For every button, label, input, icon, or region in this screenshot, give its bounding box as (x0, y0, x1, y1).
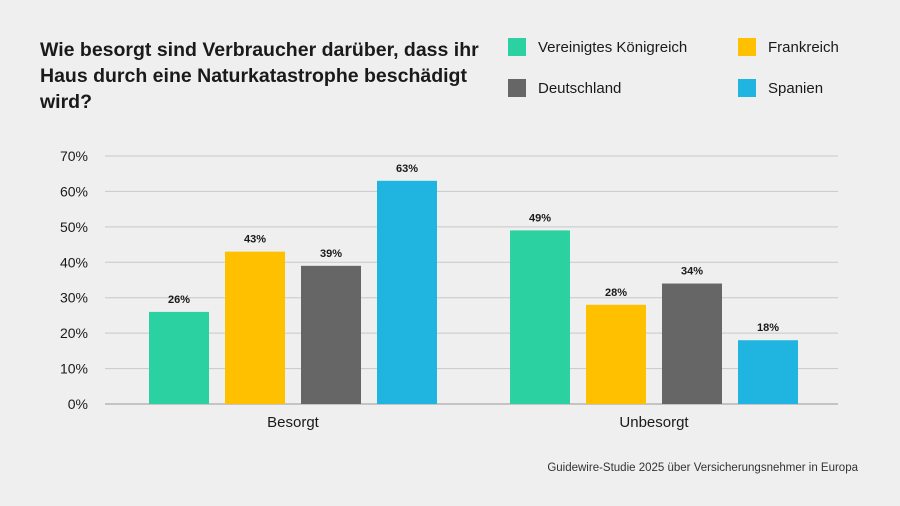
legend-label: Deutschland (538, 79, 622, 97)
legend-swatch (508, 79, 526, 97)
bar (738, 340, 798, 404)
y-tick-label: 20% (60, 325, 88, 341)
legend-swatch (738, 38, 756, 56)
bar (377, 180, 437, 404)
bar (586, 304, 646, 404)
bar (510, 230, 570, 404)
legend-swatch (508, 38, 526, 56)
y-tick-label: 30% (60, 290, 88, 306)
source-note: Guidewire-Studie 2025 über Versicherungs… (547, 462, 858, 474)
legend-item: Deutschland (508, 79, 621, 97)
legend-item: Frankreich (738, 38, 839, 56)
bar (225, 251, 285, 404)
legend-label: Frankreich (768, 38, 839, 56)
chart-title: Wie besorgt sind Verbraucher darüber, da… (40, 39, 479, 113)
legend-item: Vereinigtes Königreich (508, 38, 687, 56)
bar (301, 265, 361, 404)
chart-legend: Vereinigtes Königreich Frankreich Deutschl… (508, 38, 888, 108)
data-label: 49% (529, 212, 551, 224)
bar (149, 311, 209, 404)
legend-label: Spanien (768, 79, 824, 97)
y-tick-label: 10% (60, 361, 88, 377)
data-label: 28% (605, 287, 627, 299)
data-label: 34% (681, 266, 703, 278)
data-label: 43% (244, 234, 266, 246)
y-tick-label: 40% (60, 254, 88, 270)
legend-swatch (738, 79, 756, 97)
data-label: 26% (168, 294, 190, 306)
legend-item: Spanien (738, 79, 823, 97)
data-label: 18% (757, 322, 779, 334)
category-label: Unbesorgt (619, 414, 689, 431)
data-label: 63% (396, 163, 418, 175)
bar (662, 283, 722, 404)
y-tick-label: 50% (60, 219, 88, 235)
y-tick-label: 0% (68, 396, 88, 412)
data-label: 39% (320, 248, 342, 260)
y-tick-label: 60% (60, 183, 88, 199)
legend-label: Vereinigtes Königreich (538, 38, 688, 56)
category-label: Besorgt (267, 414, 320, 431)
y-tick-label: 70% (60, 148, 88, 164)
